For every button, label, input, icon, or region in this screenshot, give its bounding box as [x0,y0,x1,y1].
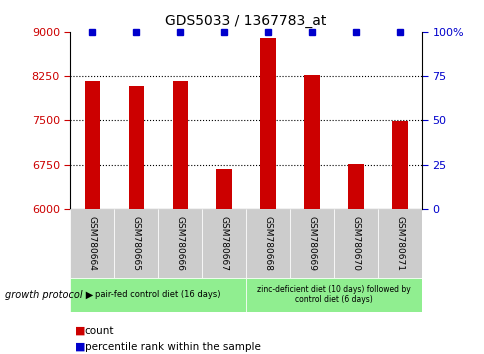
Bar [70,278,245,312]
Bar [84,81,100,209]
Text: GSM780664: GSM780664 [88,216,97,271]
Title: GDS5033 / 1367783_at: GDS5033 / 1367783_at [165,14,326,28]
Bar [172,81,187,209]
Bar [348,164,363,209]
Text: GSM780667: GSM780667 [219,216,228,271]
Text: growth protocol ▶: growth protocol ▶ [5,290,93,300]
Bar [260,38,275,209]
Bar [202,209,245,278]
Text: GSM780670: GSM780670 [351,216,360,271]
Bar [289,209,333,278]
Text: GSM780665: GSM780665 [132,216,140,271]
Text: zinc-deficient diet (10 days) followed by
control diet (6 days): zinc-deficient diet (10 days) followed b… [257,285,410,304]
Text: pair-fed control diet (16 days): pair-fed control diet (16 days) [95,290,221,299]
Bar [128,86,144,209]
Text: GSM780666: GSM780666 [175,216,184,271]
Bar [304,75,319,209]
Text: ■: ■ [75,326,86,336]
Bar [216,169,231,209]
Bar [392,121,407,209]
Text: ■: ■ [75,342,86,352]
Text: GSM780671: GSM780671 [394,216,404,271]
Text: GSM780669: GSM780669 [307,216,316,271]
Text: count: count [85,326,114,336]
Text: GSM780668: GSM780668 [263,216,272,271]
Bar [70,209,114,278]
Bar [377,209,421,278]
Bar [158,209,202,278]
Bar [114,209,158,278]
Bar [245,278,421,312]
Text: percentile rank within the sample: percentile rank within the sample [85,342,260,352]
Bar [333,209,377,278]
Bar [245,209,289,278]
